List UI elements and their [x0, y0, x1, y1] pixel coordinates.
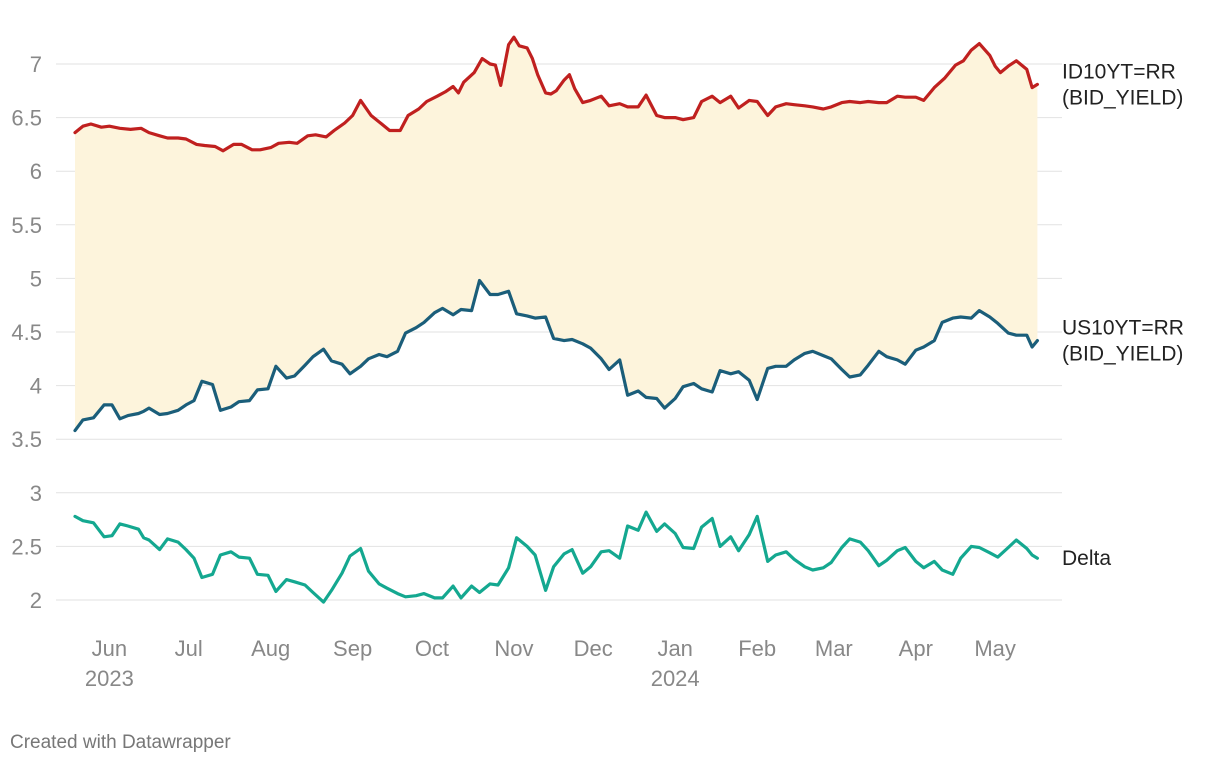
- x-tick-label: Jul: [175, 636, 203, 661]
- series-line-delta: [73, 510, 1039, 604]
- y-tick-label: 5.5: [11, 213, 42, 238]
- x-tick-label: Sep: [333, 636, 372, 661]
- y-tick-label: 6.5: [11, 106, 42, 131]
- x-tick-label: Jan: [657, 636, 692, 661]
- x-tick-label: Jun: [92, 636, 127, 661]
- shaded-spread-area: [75, 37, 1038, 431]
- y-tick-label: 5: [30, 266, 42, 291]
- y-tick-label: 6: [30, 159, 42, 184]
- area-between-series: [75, 37, 1038, 431]
- x-axis-ticks: Jun 2023 Jul Aug Sep Oct Nov Dec Jan 2024 Feb Mar Ap…: [85, 636, 1016, 691]
- x-tick-year-label: 2024: [651, 666, 700, 691]
- series-labels: ID10YT=RR (BID_YIELD) US10YT=RR (BID_YIELD)…: [1062, 60, 1184, 570]
- x-tick-label: Nov: [494, 636, 533, 661]
- series-label: US10YT=RR: [1062, 317, 1184, 340]
- y-tick-label: 2.5: [11, 534, 42, 559]
- x-tick-label: Aug: [251, 636, 290, 661]
- y-tick-label: 7: [30, 52, 42, 77]
- x-tick-year-label: 2023: [85, 666, 134, 691]
- x-tick-label: Mar: [815, 636, 853, 661]
- y-tick-label: 2: [30, 588, 42, 613]
- series-label: (BID_YIELD): [1062, 343, 1183, 366]
- footer-credit: Created with Datawrapper: [10, 732, 231, 753]
- x-tick-label: Apr: [899, 636, 933, 661]
- y-tick-label: 3.5: [11, 427, 42, 452]
- x-tick-label: Oct: [415, 636, 449, 661]
- y-tick-label: 3: [30, 481, 42, 506]
- x-tick-label: May: [974, 636, 1016, 661]
- series-label: ID10YT=RR: [1062, 60, 1176, 83]
- series-label: (BID_YIELD): [1062, 86, 1183, 109]
- line-chart: 2 2.5 3 3.5 4 4.5 5 5.5 6 6.5 7 Jun 2023 Jul Aug Sep Oc…: [11, 35, 1184, 691]
- y-axis-ticks: 2 2.5 3 3.5 4 4.5 5 5.5 6 6.5 7: [11, 52, 42, 613]
- series-line-id10yt-rr: [73, 35, 1039, 153]
- x-tick-label: Feb: [738, 636, 776, 661]
- series-line-us10yt-rr: [73, 278, 1039, 433]
- y-tick-label: 4: [30, 374, 42, 399]
- series-lines: [73, 35, 1039, 604]
- series-label: Delta: [1062, 547, 1111, 570]
- x-tick-label: Dec: [574, 636, 613, 661]
- y-tick-label: 4.5: [11, 320, 42, 345]
